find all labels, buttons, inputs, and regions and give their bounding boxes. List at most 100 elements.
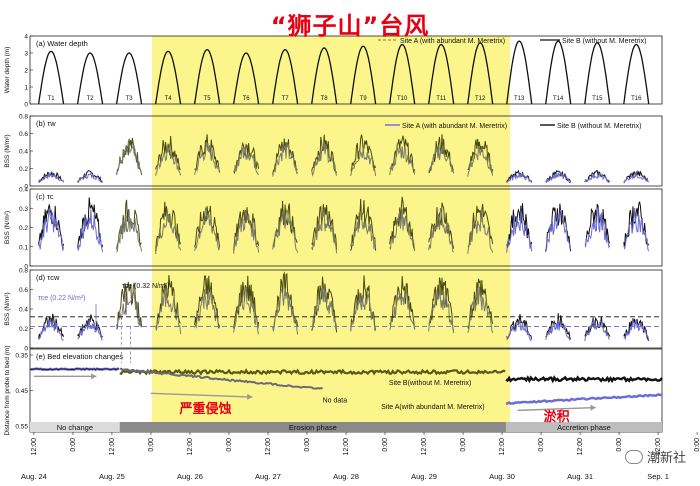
bss-siteB-curve	[467, 138, 494, 174]
bss-siteA-curve	[155, 287, 182, 335]
bss-siteA-curve	[584, 318, 610, 342]
bss-siteA-curve	[623, 207, 650, 252]
tide-curve	[506, 40, 533, 105]
bss-siteA-curve	[272, 142, 299, 177]
bss-siteA-curve	[506, 172, 533, 184]
bss-siteA-curve	[545, 209, 572, 250]
day-label: Sep. 1	[647, 472, 669, 481]
ytick-label: 0	[24, 264, 28, 271]
bss-siteB-curve	[545, 170, 572, 183]
bss-siteA-curve	[350, 210, 377, 250]
day-label: Aug. 24	[21, 472, 47, 481]
bss-siteA-curve	[194, 288, 221, 329]
bss-siteA-curve	[272, 288, 299, 335]
tide-label: T8	[321, 96, 329, 102]
tide-label: T13	[514, 96, 525, 102]
ylabel-e: Distance from probe to bed (m)	[4, 346, 11, 436]
ytick-label: 0.45	[15, 388, 28, 395]
bss-siteB-curve	[428, 277, 455, 331]
bss-siteB-curve	[545, 313, 572, 340]
trend-arrow-erosion	[150, 392, 253, 398]
bss-siteA-curve	[467, 209, 494, 254]
no-data-label: No data	[323, 397, 348, 404]
day-label: Aug. 30	[489, 472, 515, 481]
ytick-label: 0.8	[19, 114, 28, 121]
bss-siteA-curve	[194, 142, 221, 175]
tide-label: T15	[592, 96, 603, 102]
tide-curve	[623, 43, 650, 105]
tide-curve	[584, 42, 611, 105]
ytick-label: 0	[24, 184, 28, 191]
bss-siteA-curve	[545, 172, 572, 184]
tide-label: T16	[631, 96, 642, 102]
bed-calm-siteB	[29, 368, 119, 371]
tide-label: T1	[48, 96, 56, 102]
xtick-label: 0:00	[382, 438, 389, 452]
legend1-siteA-label: Site A (with abundant M. Meretrix)	[400, 38, 505, 45]
bss-siteA-curve	[77, 319, 103, 341]
bss-siteA-curve	[194, 206, 221, 251]
bss-siteA-curve	[467, 146, 494, 177]
day-label: Aug. 28	[333, 472, 359, 481]
bss-siteB-curve	[194, 275, 221, 329]
bss-siteA-curve	[116, 209, 143, 253]
bss-siteA-curve	[506, 320, 533, 342]
xtick-label: 12:00	[109, 438, 116, 456]
ytick-label: 0.8	[19, 268, 28, 275]
bss-siteA-curve	[350, 292, 376, 332]
bss-siteA-curve	[506, 210, 533, 253]
threshold-siteA-label: τce (0.22 N/m²)	[38, 295, 86, 302]
watermark: 潮新社	[624, 447, 686, 466]
legend2-siteB-label: Site B (without M. Meretrix)	[557, 123, 641, 130]
bed-accretion-siteB	[505, 375, 663, 384]
bss-siteB-curve	[623, 201, 650, 249]
tide-curve	[272, 48, 299, 105]
xtick-label: 0:00	[460, 438, 467, 452]
tide-curve	[76, 52, 104, 105]
day-label: Aug. 29	[411, 472, 437, 481]
ytick-label: 0.6	[19, 287, 28, 294]
bss-siteA-curve	[428, 289, 455, 334]
panel-label-e: (e) Bed elevation changes	[36, 352, 123, 361]
day-label: Aug. 25	[99, 472, 125, 481]
panel-label-d: (d) τcw	[36, 273, 60, 282]
bss-siteA-curve	[116, 286, 142, 330]
ytick-label: 0.4	[19, 187, 28, 194]
tide-curve	[154, 50, 182, 105]
bss-siteB-curve	[77, 197, 104, 249]
panel-label-b: (b) τw	[36, 119, 56, 128]
xtick-label: 0:00	[304, 438, 311, 452]
bss-siteA-curve	[233, 210, 260, 254]
ylabel-d: BSS (N/m²)	[4, 292, 11, 325]
bss-siteA-curve	[311, 286, 337, 331]
xtick-label: 0:00	[148, 438, 155, 452]
tide-label: T12	[475, 96, 486, 102]
bss-siteA-curve	[233, 287, 260, 335]
bss-siteB-curve	[194, 205, 221, 248]
day-label: Aug. 27	[255, 472, 281, 481]
bss-siteA-curve	[116, 140, 143, 175]
tide-curve	[467, 42, 494, 105]
tide-curve	[37, 50, 65, 105]
tide-label: T4	[165, 96, 173, 102]
ytick-label: 0.2	[19, 225, 28, 232]
bss-siteA-curve	[311, 142, 338, 177]
xtick-label: 12:00	[499, 438, 506, 456]
panel-label-a: (a) Water depth	[36, 39, 88, 48]
typhoon-highlight	[152, 36, 510, 432]
tide-curve	[232, 52, 260, 105]
trend-arrow-accretion	[517, 406, 596, 412]
bed-accretion-siteA	[505, 393, 663, 405]
bss-siteA-curve	[623, 318, 650, 341]
ytick-label: 4	[24, 34, 28, 41]
tide-label: T11	[436, 96, 447, 102]
bss-siteB-curve	[584, 316, 611, 337]
ytick-label: 0.2	[19, 326, 28, 333]
bss-siteA-curve	[77, 209, 104, 253]
tide-curve	[311, 47, 338, 105]
bss-siteA-curve	[584, 207, 611, 249]
ytick-label: 0.4	[19, 149, 28, 156]
watermark-text: 潮新社	[646, 450, 686, 465]
tide-label: T6	[243, 96, 251, 102]
bss-siteA-curve	[38, 171, 65, 184]
